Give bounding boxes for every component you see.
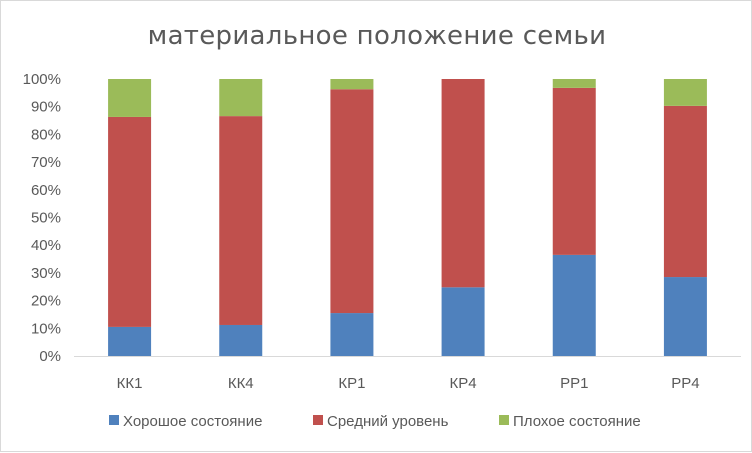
bar-segment <box>552 79 596 88</box>
legend: Хорошое состояние Средний уровень Плохое с… <box>109 413 641 430</box>
y-axis: 0% 10% 20% 30% 40% 50% 60% 70% 80% 90% 100% <box>23 71 61 365</box>
legend-label: Хорошое состояние <box>123 413 262 430</box>
bar-segment <box>441 79 485 288</box>
legend-swatch <box>313 415 323 425</box>
y-tick-label: 90% <box>31 99 61 116</box>
bar-segment <box>330 313 374 356</box>
y-tick-label: 60% <box>31 182 61 199</box>
legend-label: Плохое состояние <box>513 413 641 430</box>
bar-segment <box>219 79 263 117</box>
x-tick-label: КК4 <box>228 375 254 392</box>
bar-segment <box>108 326 152 356</box>
y-tick-label: 20% <box>31 293 61 310</box>
legend-swatch <box>109 415 119 425</box>
y-tick-label: 80% <box>31 126 61 143</box>
legend-item: Плохое состояние <box>499 413 641 430</box>
legend-label: Средний уровень <box>327 413 449 430</box>
chart-title: материальное положение семьи <box>147 21 607 51</box>
y-tick-label: 30% <box>31 265 61 282</box>
x-tick-label: РР4 <box>671 375 699 392</box>
x-tick-label: КР1 <box>338 375 365 392</box>
y-tick-label: 70% <box>31 154 61 171</box>
y-tick-label: 100% <box>23 71 61 88</box>
x-tick-label: КР4 <box>450 375 477 392</box>
bar-segment <box>219 324 263 356</box>
x-tick-label: КК1 <box>117 375 143 392</box>
bar-segment <box>552 87 596 255</box>
bars <box>108 79 707 356</box>
bar-segment <box>663 277 707 356</box>
bar-segment <box>330 79 374 90</box>
bar-segment <box>663 105 707 278</box>
y-tick-label: 50% <box>31 210 61 227</box>
x-tick-label: РР1 <box>560 375 588 392</box>
y-tick-label: 10% <box>31 320 61 337</box>
legend-item: Средний уровень <box>313 413 449 430</box>
x-axis: КК1 КК4 КР1 КР4 РР1 РР4 <box>74 356 741 392</box>
bar-segment <box>330 89 374 314</box>
bar-segment <box>108 79 152 117</box>
y-tick-label: 40% <box>31 237 61 254</box>
bar-segment <box>219 116 263 325</box>
bar-segment <box>441 287 485 356</box>
bar-segment <box>663 79 707 106</box>
bar-segment <box>108 116 152 327</box>
y-tick-label: 0% <box>39 348 61 365</box>
legend-item: Хорошое состояние <box>109 413 262 430</box>
legend-swatch <box>499 415 509 425</box>
bar-segment <box>552 254 596 356</box>
